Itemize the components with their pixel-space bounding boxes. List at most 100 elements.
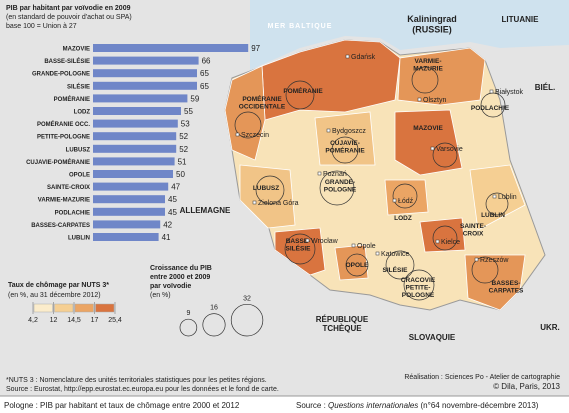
value-label: 50 [176, 170, 185, 179]
category-label: VARMIE-MAZURIE [38, 198, 90, 204]
legend-circle [230, 303, 264, 337]
category-label: SILÉSIE [67, 82, 90, 90]
city-label: Zielona Góra [258, 200, 299, 207]
legend-tick-label: 25,4 [108, 317, 122, 324]
city-label: Opole [357, 243, 376, 250]
area [394, 109, 463, 176]
legend-swatch [95, 303, 115, 313]
category-label: BASSES-CARPATES [31, 223, 90, 229]
category-label: LUBLIN [68, 236, 90, 242]
growth-circle [385, 250, 415, 280]
region-label: BASSES- [492, 280, 521, 287]
chart-title: PIB par habitant par voïvodie en 2009 [6, 5, 131, 12]
sea-label: MER BALTIQUE [268, 23, 333, 30]
legend-title: entre 2000 et 2009 [150, 274, 210, 281]
category-label: POMÉRANIE [54, 95, 90, 103]
footer-title: Pologne : PIB par habitant et taux de ch… [4, 401, 240, 410]
region-label: PETITE- [406, 284, 431, 291]
country-label: RÉPUBLIQUE [316, 315, 369, 324]
value-label: 51 [178, 157, 187, 166]
value-label: 59 [190, 94, 199, 103]
area [397, 47, 486, 106]
country-label: ALLEMAGNE [180, 206, 231, 215]
note: *NUTS 3 : Nomenclature des unités territ… [6, 377, 267, 384]
chart-title: base 100 = Union à 27 [6, 23, 77, 30]
region-label: CRACOVIE [401, 277, 436, 284]
country-label: LITUANIE [502, 15, 540, 24]
growth-circles [234, 66, 509, 301]
growth-circle [485, 192, 509, 216]
city-dot [417, 97, 422, 102]
city-label: Białystok [495, 89, 524, 96]
growth-circle [285, 80, 315, 110]
growth-circle [392, 183, 418, 209]
chart-title: (en standard de pouvoir d'achat ou SPA) [6, 14, 132, 21]
value-label: 65 [200, 69, 209, 78]
legend-circle [202, 313, 226, 337]
category-label: SAINTE-CROIX [47, 185, 90, 191]
growth-circle [255, 175, 285, 205]
city-label: Varsovie [436, 146, 463, 153]
country-label: UKR. [540, 323, 560, 332]
footer-source-part: Questions internationales [328, 401, 418, 410]
category-label: BASSE-SILÉSIE [44, 57, 90, 65]
city-label: Gdańsk [351, 54, 376, 61]
growth-circle [284, 233, 316, 265]
category-label: PETITE-POLOGNE [37, 135, 90, 141]
category-label: PODLACHIE [55, 210, 90, 216]
area [274, 227, 326, 276]
growth-circle [234, 111, 262, 139]
city-label: Łódź [398, 198, 414, 205]
value-label: 41 [162, 233, 171, 242]
region-label: SAINTE- [460, 223, 486, 230]
bar [93, 220, 161, 229]
area [464, 254, 526, 311]
city-label: Kielce [441, 239, 460, 246]
growth-circle [411, 66, 439, 94]
region-label: GRANDE- [325, 179, 355, 186]
city-label: Szczecin [241, 132, 269, 139]
region-label: BASSE- [286, 238, 311, 245]
value-label: 65 [200, 82, 209, 91]
bar [93, 119, 178, 128]
growth-circle [403, 269, 435, 301]
bar [93, 107, 181, 115]
city-dot [489, 89, 494, 94]
bar [93, 233, 159, 241]
sea [250, 0, 569, 70]
region-label: SILÉSIE [286, 243, 312, 252]
value-label: 53 [181, 120, 190, 129]
city-label: Rzeszów [480, 257, 509, 264]
category-label: LODZ [74, 110, 91, 116]
value-label: 52 [179, 132, 188, 141]
region-label: CUJAVIE- [330, 140, 360, 147]
category-label: MAZOVIE [63, 47, 90, 53]
bar [93, 69, 197, 78]
region-label: CARPATES [489, 287, 524, 294]
legend-title: Taux de chômage par NUTS 3* [8, 282, 109, 289]
growth-circle [345, 253, 369, 277]
bar [93, 56, 199, 65]
growth-circle [319, 170, 355, 206]
legend-swatch [33, 303, 53, 313]
value-label: 55 [184, 107, 193, 116]
region-label: POMÉRANIE [325, 145, 365, 154]
area [419, 217, 466, 253]
city-dot [392, 198, 397, 203]
region-label: LUBLIN [481, 212, 505, 219]
category-label: GRANDE-POLOGNE [32, 72, 90, 78]
city-label: Wrocław [311, 238, 339, 245]
region-label: OPOLE [346, 262, 369, 269]
legend-swatch [74, 303, 94, 313]
region-label: PODLACHIE [471, 105, 510, 112]
bar [93, 182, 169, 191]
credit: Réalisation : Sciences Po - Atelier de c… [404, 374, 560, 381]
bar [93, 195, 165, 204]
city-dot [235, 132, 240, 137]
value-label: 47 [171, 183, 180, 192]
value-label: 97 [251, 44, 260, 53]
city-label: Katowice [381, 251, 410, 258]
region-label: LUBUSZ [253, 185, 279, 192]
city-dot [326, 128, 331, 133]
